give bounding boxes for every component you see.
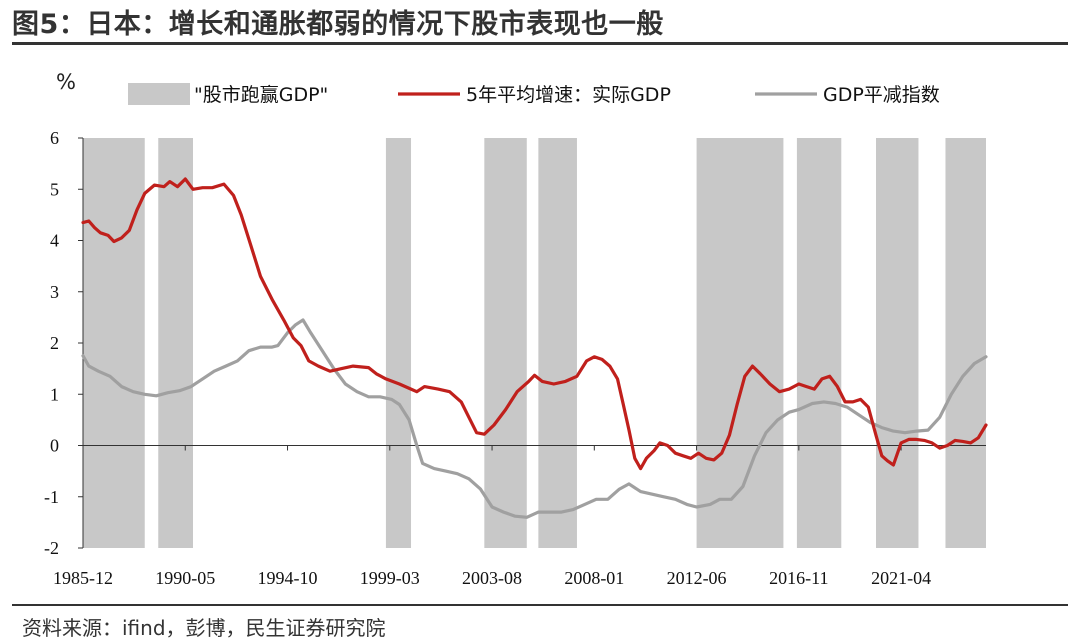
shaded-period-4 (484, 138, 527, 548)
series-lines (81, 177, 988, 519)
shaded-period-6 (696, 138, 784, 548)
y-tick-label: -2 (44, 538, 59, 558)
y-tick-label: 3 (50, 282, 59, 302)
shaded-period-8 (876, 138, 919, 548)
chart-legend: "股市跑赢GDP" 5年平均增速：实际GDP GDP平减指数 (128, 83, 940, 106)
x-tick-label: 1999-03 (360, 568, 420, 588)
source-note: 资料来源：ifind，彭博，民生证券研究院 (22, 616, 386, 640)
x-tick-label: 1985-12 (53, 568, 113, 588)
x-tick-label: 1990-05 (155, 568, 215, 588)
x-tick-label: 2021-04 (871, 568, 931, 588)
x-tick-label: 1994-10 (258, 568, 318, 588)
shaded-period-2 (158, 138, 193, 548)
y-axis-unit-label: % (56, 70, 76, 94)
series-line-gdp-deflator (81, 318, 988, 519)
y-tick-label: 0 (50, 436, 59, 456)
legend-label-deflator: GDP平减指数 (823, 84, 940, 106)
footer-divider (12, 604, 1068, 606)
x-tick-label: 2012-06 (667, 568, 727, 588)
shaded-period-9 (945, 138, 986, 548)
legend-label-real-gdp: 5年平均增速：实际GDP (466, 84, 671, 106)
y-tick-label: -1 (44, 487, 59, 507)
shaded-period-7 (796, 138, 842, 548)
y-tick-label: 1 (50, 384, 59, 404)
chart-axes: -2 -1 0 1 2 3 4 5 6 1985-12 1990-05 1994-10 1999-03 2… (44, 128, 986, 588)
shaded-periods (83, 138, 986, 548)
title-divider (12, 42, 1068, 45)
series-line-real-gdp-growth (81, 177, 988, 471)
shaded-period-1 (83, 138, 145, 548)
y-tick-label: 2 (50, 333, 59, 353)
x-tick-label: 2016-11 (769, 568, 828, 588)
y-tick-label: 4 (50, 231, 59, 251)
shaded-period-5 (538, 138, 577, 548)
x-tick-label: 2003-08 (462, 568, 522, 588)
shaded-period-3 (385, 138, 412, 548)
legend-swatch-shaded (128, 83, 190, 105)
legend-label-shaded: "股市跑赢GDP" (194, 84, 328, 106)
y-tick-label: 5 (50, 179, 59, 199)
y-tick-label: 6 (50, 128, 59, 148)
figure-title: 图5：日本：增长和通胀都弱的情况下股市表现也一般 (12, 9, 664, 40)
x-tick-label: 2008-01 (564, 568, 624, 588)
